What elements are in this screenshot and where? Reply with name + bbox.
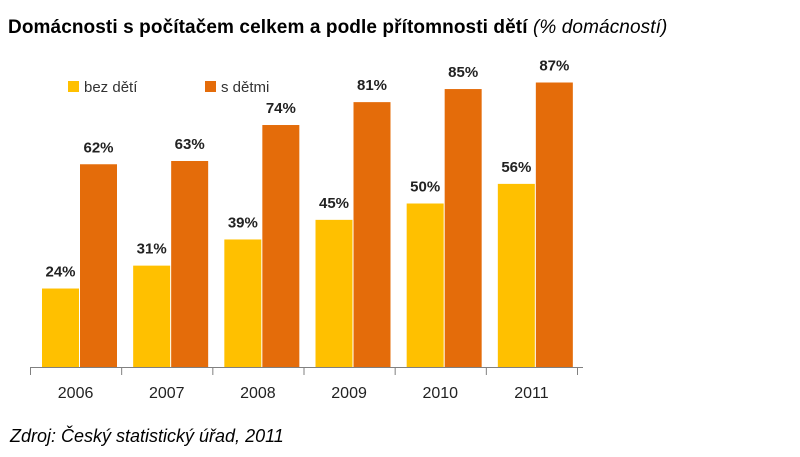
x-tick-label-2010: 2010	[422, 385, 458, 402]
bar-bez-deti-2008	[224, 239, 262, 367]
bar-bez-deti-2011	[497, 183, 535, 367]
chart-title-sub: (% domácností)	[532, 17, 668, 38]
x-tick-label-2006: 2006	[58, 385, 94, 402]
bar-bez-deti-2009	[315, 219, 353, 367]
data-label-bez-deti-2011: 56%	[501, 159, 531, 176]
bar-s-detmi-2011	[535, 82, 573, 367]
bar-s-detmi-2007	[171, 160, 209, 367]
bar-s-detmi-2010	[444, 89, 482, 368]
data-label-bez-deti-2006: 24%	[45, 264, 75, 281]
bar-s-detmi-2006	[80, 164, 117, 367]
data-label-s-detmi-2008: 74%	[266, 100, 296, 117]
data-label-bez-deti-2009: 45%	[319, 195, 349, 212]
chart-title-main: Domácnosti s počítačem celkem a podle př…	[8, 17, 528, 38]
source-note: Zdroj: Český statistický úřad, 2011	[10, 426, 284, 446]
x-axis: 2006 2007 2008 2009 2010 2011	[30, 367, 583, 402]
bars: 24% 62% 31% 63% 39% 74% 45% 81% 50% 85% 56% 87%	[42, 58, 573, 368]
data-label-s-detmi-2011: 87%	[539, 58, 569, 75]
data-label-s-detmi-2010: 85%	[448, 64, 478, 81]
data-label-bez-deti-2010: 50%	[410, 179, 440, 196]
x-tick-label-2011: 2011	[514, 385, 549, 402]
legend-label-2: s dětmi	[221, 79, 269, 96]
legend: bez dětí s dětmi	[68, 79, 269, 96]
bar-bez-deti-2006	[42, 288, 79, 367]
data-label-s-detmi-2007: 63%	[175, 136, 205, 153]
legend-swatch-1	[68, 81, 79, 92]
bar-bez-deti-2007	[133, 265, 171, 367]
bar-s-detmi-2009	[353, 102, 391, 367]
x-tick-label-2008: 2008	[240, 385, 276, 402]
data-label-bez-deti-2007: 31%	[137, 241, 167, 258]
bar-bez-deti-2010	[406, 203, 444, 367]
legend-swatch-2	[205, 81, 216, 92]
bar-s-detmi-2008	[262, 125, 300, 368]
legend-label-1: bez dětí	[84, 79, 138, 96]
x-tick-label-2009: 2009	[331, 385, 367, 402]
data-label-s-detmi-2009: 81%	[357, 77, 387, 94]
data-label-s-detmi-2006: 62%	[83, 139, 113, 156]
x-tick-label-2007: 2007	[149, 385, 185, 402]
data-label-bez-deti-2008: 39%	[228, 214, 258, 231]
chart-title: Domácnosti s počítačem celkem a podle př…	[8, 17, 667, 39]
